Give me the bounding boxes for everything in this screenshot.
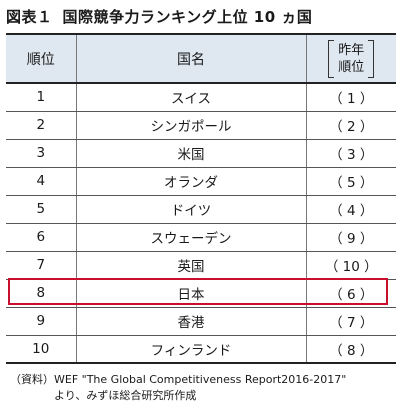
- source-note: （資料）WEF "The Global Competitiveness Repo…: [10, 372, 346, 404]
- previous-rank-bracket: 昨年 順位: [328, 39, 375, 78]
- rank-cell: 9: [6, 307, 76, 336]
- country-cell: 日本: [75, 279, 306, 308]
- prev-rank-cell: （ 10 ）: [305, 251, 396, 280]
- table-row: 4 オランダ （ 5 ）: [6, 167, 396, 196]
- prev-rank-cell: （ 8 ）: [305, 335, 396, 364]
- bracket-left: [328, 39, 335, 78]
- rank-cell: 7: [6, 251, 76, 280]
- prev-rank-cell: （ 7 ）: [305, 307, 396, 336]
- prev-rank-cell: （ 2 ）: [305, 111, 396, 140]
- header-previous-rank: 昨年 順位: [305, 33, 396, 84]
- ranking-table: 順位 国名 昨年 順位 1 スイス （ 1 ） 2 シンガポール （ 2 ） 3: [6, 33, 396, 364]
- table-header-row: 順位 国名 昨年 順位: [6, 33, 396, 84]
- header-rank: 順位: [6, 33, 76, 84]
- rank-cell: 3: [6, 139, 76, 168]
- country-cell: 米国: [75, 139, 306, 168]
- header-country: 国名: [75, 33, 306, 84]
- table-row-highlighted: 8 日本 （ 6 ）: [6, 279, 396, 308]
- rank-cell: 4: [6, 167, 76, 196]
- table-row: 1 スイス （ 1 ）: [6, 83, 396, 112]
- country-cell: オランダ: [75, 167, 306, 196]
- country-cell: フィンランド: [75, 335, 306, 364]
- table-row: 7 英国 （ 10 ）: [6, 251, 396, 280]
- prev-rank-cell: （ 4 ）: [305, 195, 396, 224]
- source-line-1: （資料）WEF "The Global Competitiveness Repo…: [10, 373, 347, 386]
- country-cell: スイス: [75, 83, 306, 112]
- source-line-2: より、みずほ総合研究所作成: [54, 389, 197, 402]
- table-row: 6 スウェーデン （ 9 ）: [6, 223, 396, 252]
- prev-rank-cell: （ 5 ）: [305, 167, 396, 196]
- prev-rank-cell: （ 9 ）: [305, 223, 396, 252]
- rank-cell: 1: [6, 83, 76, 112]
- rank-cell: 5: [6, 195, 76, 224]
- country-cell: ドイツ: [75, 195, 306, 224]
- prev-rank-cell: （ 1 ）: [305, 83, 396, 112]
- table-row: 2 シンガポール （ 2 ）: [6, 111, 396, 140]
- table-row: 9 香港 （ 7 ）: [6, 307, 396, 336]
- rank-cell: 8: [6, 279, 76, 308]
- country-cell: スウェーデン: [75, 223, 306, 252]
- table-row: 5 ドイツ （ 4 ）: [6, 195, 396, 224]
- prev-rank-cell: （ 3 ）: [305, 139, 396, 168]
- prev-rank-cell: （ 6 ）: [305, 279, 396, 308]
- figure-title: 図表１ 国際競争力ランキング上位 10 ヵ国: [6, 6, 312, 26]
- table-row: 3 米国 （ 3 ）: [6, 139, 396, 168]
- country-cell: 香港: [75, 307, 306, 336]
- header-prev-line1: 昨年: [338, 42, 365, 58]
- rank-cell: 6: [6, 223, 76, 252]
- bracket-right: [368, 39, 375, 78]
- figure-number: 図表１: [6, 8, 53, 26]
- figure-title-text: 国際競争力ランキング上位 10 ヵ国: [62, 8, 313, 26]
- header-prev-line2: 順位: [338, 59, 365, 75]
- rank-cell: 10: [6, 335, 76, 364]
- rank-cell: 2: [6, 111, 76, 140]
- country-cell: 英国: [75, 251, 306, 280]
- table-row: 10 フィンランド （ 8 ）: [6, 335, 396, 364]
- country-cell: シンガポール: [75, 111, 306, 140]
